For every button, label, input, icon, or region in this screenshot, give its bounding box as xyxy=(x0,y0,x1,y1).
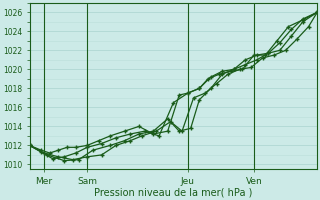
X-axis label: Pression niveau de la mer( hPa ): Pression niveau de la mer( hPa ) xyxy=(94,187,252,197)
